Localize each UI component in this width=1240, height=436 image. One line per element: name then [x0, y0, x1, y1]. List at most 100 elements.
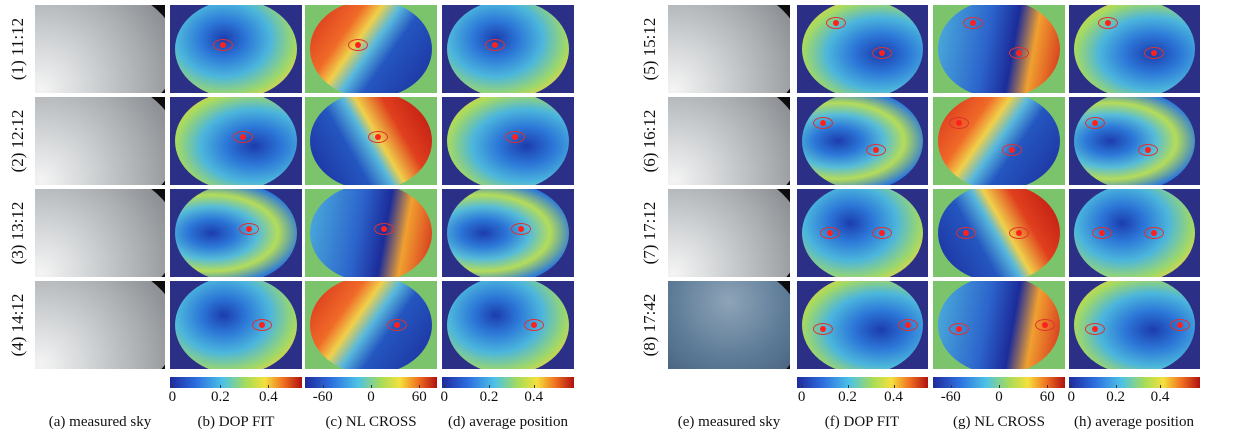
sun-marker	[246, 226, 252, 232]
colorbar-tick	[172, 385, 173, 388]
dop-image	[1069, 5, 1200, 93]
caption: (a) measured sky	[49, 414, 151, 431]
sky-disc	[175, 189, 296, 277]
dop-image	[170, 97, 302, 185]
sun-marker	[240, 134, 246, 140]
row-label: (8) 17:42	[640, 294, 660, 357]
colorbar-tick	[419, 385, 420, 388]
dop-image	[170, 281, 302, 369]
sky-image	[35, 281, 165, 369]
sun-marker	[873, 147, 879, 153]
sky-disc	[175, 281, 296, 369]
sky-disc	[1074, 5, 1195, 93]
sun-marker	[518, 226, 524, 232]
sky-disc	[938, 97, 1059, 185]
colorbar-tick	[1160, 385, 1161, 388]
dop-image	[442, 281, 574, 369]
sun-marker	[1099, 230, 1105, 236]
sun-marker	[1145, 147, 1151, 153]
colorbar-tick	[220, 385, 221, 388]
sun-marker	[833, 20, 839, 26]
sky-disc	[1074, 97, 1195, 185]
colorbar-tick-label: 0	[1067, 389, 1075, 406]
colorbar-tick	[802, 385, 803, 388]
colorbar-tick-label: 0.4	[884, 389, 903, 406]
dop-image	[797, 5, 928, 93]
sun-marker	[963, 230, 969, 236]
row-label: (3) 13:12	[8, 202, 28, 265]
colorbar-tick	[371, 385, 372, 388]
caption: (g) NL CROSS	[953, 414, 1045, 431]
sky-disc	[35, 97, 165, 185]
colorbar-tick	[848, 385, 849, 388]
caption: (d) average position	[448, 414, 568, 431]
sky-image	[668, 189, 790, 277]
sky-disc	[175, 5, 296, 93]
dop-image	[1069, 97, 1200, 185]
row-label: (2) 12:12	[8, 110, 28, 173]
sky-disc	[938, 5, 1059, 93]
sun-marker	[512, 134, 518, 140]
colorbar-tick	[534, 385, 535, 388]
row-label: (5) 15:12	[640, 18, 660, 81]
colorbar-tick-label: 0.4	[524, 389, 543, 406]
sky-image	[35, 189, 165, 277]
row-label: (4) 14:12	[8, 294, 28, 357]
dop-image	[797, 281, 928, 369]
sky-disc	[802, 5, 923, 93]
colorbar-tick-label: 0	[169, 389, 177, 406]
caption: (e) measured sky	[678, 414, 780, 431]
sun-marker	[220, 42, 226, 48]
sun-marker	[1016, 230, 1022, 236]
row-label: (7) 17:12	[640, 202, 660, 265]
sky-image	[35, 5, 165, 93]
caption: (b) DOP FIT	[198, 414, 275, 431]
colorbar-tick	[323, 385, 324, 388]
caption: (f) DOP FIT	[825, 414, 899, 431]
colorbar-tick-label: 0.4	[1151, 389, 1170, 406]
sky-disc	[35, 5, 165, 93]
nl-image	[933, 189, 1065, 277]
nl-image	[305, 97, 437, 185]
dop-image	[442, 189, 574, 277]
sky-image	[668, 97, 790, 185]
dop-image	[442, 97, 574, 185]
colorbar	[797, 377, 928, 388]
colorbar-tick	[489, 385, 490, 388]
dop-image	[170, 189, 302, 277]
colorbar-tick-label: 0.2	[480, 389, 499, 406]
row-label: (1) 11:12	[8, 18, 28, 80]
nl-image	[933, 97, 1065, 185]
dop-image	[442, 5, 574, 93]
dop-image	[797, 189, 928, 277]
caption: (c) NL CROSS	[325, 414, 416, 431]
colorbar-tick-label: 60	[1040, 389, 1055, 406]
sun-marker	[827, 230, 833, 236]
colorbar	[442, 377, 574, 388]
sun-marker	[355, 42, 361, 48]
colorbar-tick-label: 0.2	[211, 389, 230, 406]
sky-image	[35, 97, 165, 185]
colorbar	[1069, 377, 1200, 388]
dop-image	[170, 5, 302, 93]
colorbar-tick-label: 0.2	[1106, 389, 1125, 406]
dop-image	[1069, 281, 1200, 369]
sky-disc	[668, 97, 790, 185]
caption: (h) average position	[1074, 414, 1194, 431]
sun-marker	[970, 20, 976, 26]
colorbar-tick	[444, 385, 445, 388]
nl-image	[305, 5, 437, 93]
sky-disc	[447, 281, 568, 369]
colorbar-tick-label: -60	[941, 389, 961, 406]
sky-disc	[668, 189, 790, 277]
colorbar-tick-label: 60	[412, 389, 427, 406]
sun-marker	[381, 226, 387, 232]
sky-image	[668, 281, 790, 369]
colorbar-tick	[1071, 385, 1072, 388]
colorbar-tick	[951, 385, 952, 388]
sky-disc	[668, 281, 790, 369]
sky-disc	[802, 97, 923, 185]
sun-marker	[1105, 20, 1111, 26]
sun-marker	[492, 42, 498, 48]
sky-disc	[310, 189, 431, 277]
